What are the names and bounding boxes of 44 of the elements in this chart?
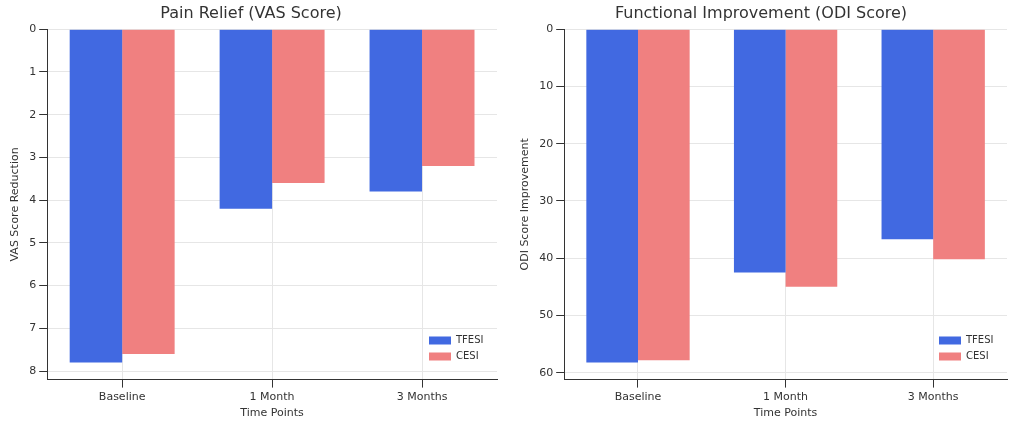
y-tick-label: 4 xyxy=(29,192,37,206)
bar xyxy=(422,29,475,166)
y-tick-label: 20 xyxy=(539,136,554,150)
y-tick-label: 50 xyxy=(539,308,554,322)
x-tick-label: 1 Month xyxy=(249,390,295,404)
y-axis-title: ODI Score Improvement xyxy=(518,137,532,271)
x-tick-label: Baseline xyxy=(98,390,146,404)
y-tick-label: 5 xyxy=(29,235,37,249)
bar xyxy=(881,29,934,240)
x-tick-label: 3 Months xyxy=(907,390,959,404)
chart-title: Pain Relief (VAS Score) xyxy=(160,2,342,22)
y-tick-label: 10 xyxy=(539,79,554,93)
y-tick-label: 60 xyxy=(539,365,554,379)
bar xyxy=(638,29,690,361)
x-tick-label: 3 Months xyxy=(396,390,448,404)
y-tick-label: 0 xyxy=(29,22,37,36)
bar xyxy=(272,29,325,184)
legend-label: TFESI xyxy=(455,334,484,346)
y-tick-label: 3 xyxy=(29,150,37,164)
bar xyxy=(785,29,838,287)
y-tick-label: 2 xyxy=(29,107,37,121)
y-tick-label: 30 xyxy=(539,193,554,207)
legend-label: CESI xyxy=(456,350,479,362)
bar xyxy=(219,29,273,209)
y-tick-label: 0 xyxy=(546,22,554,36)
legend-label: CESI xyxy=(966,350,989,362)
y-tick-label: 6 xyxy=(29,278,37,292)
x-axis-title: Time Points xyxy=(752,406,818,420)
x-tick-label: Baseline xyxy=(614,390,662,404)
x-tick-label: 1 Month xyxy=(763,390,809,404)
bar xyxy=(933,29,985,260)
y-tick-label: 8 xyxy=(29,363,37,377)
bar xyxy=(369,29,423,192)
bar xyxy=(586,29,638,363)
y-tick-label: 40 xyxy=(539,251,554,265)
y-axis-title: VAS Score Reduction xyxy=(8,147,22,262)
legend-label: TFESI xyxy=(965,334,994,346)
x-axis-title: Time Points xyxy=(239,406,305,420)
y-tick-label: 1 xyxy=(29,64,37,78)
bar xyxy=(69,29,123,363)
y-tick-label: 7 xyxy=(29,321,37,335)
bar xyxy=(733,29,786,273)
bar xyxy=(122,29,175,354)
chart-title: Functional Improvement (ODI Score) xyxy=(614,2,908,22)
